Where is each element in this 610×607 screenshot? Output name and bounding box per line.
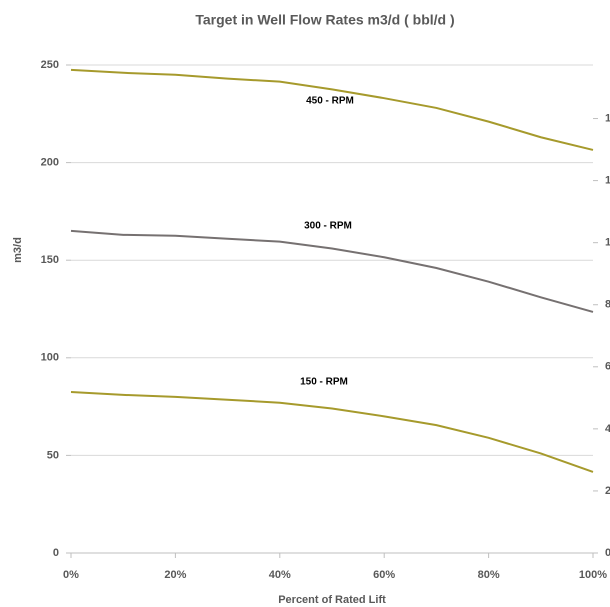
y-tick-label: 200 — [41, 157, 59, 169]
x-tick-label: 0% — [63, 569, 79, 581]
x-tick-label: 20% — [164, 569, 186, 581]
y-tick-label: 50 — [47, 449, 59, 461]
y-axis-label: m3/d — [12, 237, 24, 263]
x-tick-label: 40% — [269, 569, 291, 581]
y2-tick-label: 200 — [605, 485, 610, 497]
y-tick-label: 0 — [53, 547, 59, 559]
y-tick-label: 100 — [41, 352, 59, 364]
chart-title: Target in Well Flow Rates m3/d ( bbl/d ) — [195, 12, 454, 28]
y2-tick-label: 1200 — [605, 175, 610, 187]
y2-tick-label: 1400 — [605, 112, 610, 124]
y2-tick-label: 400 — [605, 423, 610, 435]
line-series — [70, 68, 594, 151]
y-tick-label: 250 — [41, 59, 59, 71]
series-label: 150 - RPM — [300, 377, 348, 388]
line-series — [70, 390, 594, 473]
series-label: 450 - RPM — [306, 96, 354, 107]
series-label: 300 - RPM — [304, 221, 352, 232]
x-tick-label: 80% — [478, 569, 500, 581]
line-series — [70, 229, 594, 313]
y2-tick-label: 600 — [605, 361, 610, 373]
y-tick-label: 150 — [41, 254, 59, 266]
y2-tick-label: 800 — [605, 299, 610, 311]
y2-tick-label: 1000 — [605, 237, 610, 249]
x-tick-label: 100% — [579, 569, 607, 581]
x-axis-label: Percent of Rated Lift — [278, 594, 386, 606]
x-tick-label: 60% — [373, 569, 395, 581]
y2-tick-label: 0 — [605, 547, 610, 559]
